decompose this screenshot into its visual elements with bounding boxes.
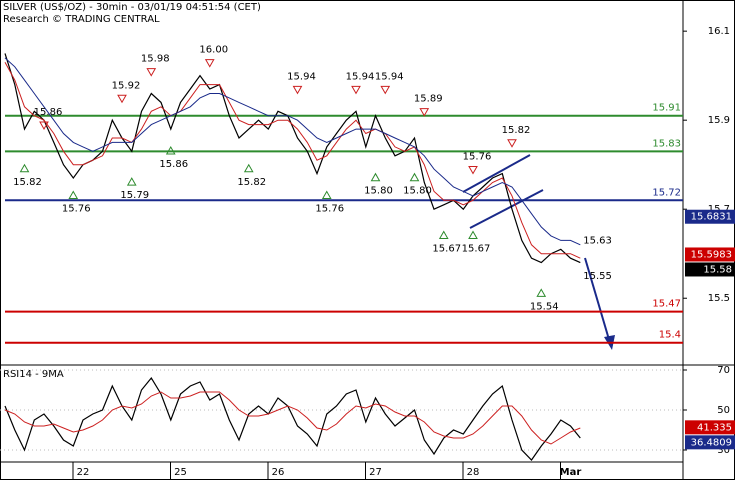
series-line	[4, 53, 581, 264]
low-label: 15.82	[237, 177, 266, 188]
low-label: 15.80	[403, 186, 432, 197]
channel-line	[469, 189, 544, 229]
low-marker	[468, 230, 478, 240]
price-box	[685, 420, 735, 435]
high-label: 15.94	[375, 71, 404, 82]
chart-title: SILVER (US$/OZ) - 30min - 03/01/19 04:51…	[3, 2, 261, 13]
high-label: 15.98	[141, 54, 170, 65]
price-label: 41.335	[697, 422, 732, 433]
low-marker	[438, 230, 449, 240]
x-tick-label: 27	[369, 467, 382, 478]
x-tick-label: 22	[77, 467, 90, 478]
price-box	[685, 247, 735, 262]
series-line	[4, 62, 581, 259]
y-tick-label: 70	[717, 365, 730, 376]
low-marker	[19, 163, 30, 173]
high-marker	[351, 85, 361, 95]
y-tick-label: 15.9	[708, 115, 730, 126]
low-label: 15.67	[462, 244, 491, 255]
rsi-title: RSI14 - 9MA	[3, 369, 64, 380]
high-label: 15.76	[463, 152, 492, 163]
x-tick-label: 26	[272, 467, 285, 478]
high-marker	[419, 108, 430, 117]
price-label: 15.5983	[691, 249, 732, 260]
level-label: 15.83	[652, 138, 681, 149]
channel-line	[462, 154, 531, 193]
low-marker	[321, 190, 332, 199]
low-label: 15.79	[120, 190, 149, 201]
level-label: 15.72	[652, 187, 681, 198]
low-marker	[370, 172, 381, 182]
price-label: 15.58	[703, 264, 732, 275]
low-marker	[536, 288, 547, 297]
low-label: 15.86	[159, 159, 188, 170]
x-tick-label: 28	[467, 467, 480, 478]
y-tick-label: 15.5	[708, 293, 730, 304]
high-marker	[292, 85, 303, 95]
high-label: 16.00	[199, 45, 228, 56]
low-label: 15.80	[364, 186, 393, 197]
level-label: 15.47	[652, 299, 681, 310]
low-label: 15.82	[13, 177, 42, 188]
high-marker	[507, 139, 517, 148]
level-label: 15.91	[652, 103, 681, 114]
low-label: 15.76	[62, 204, 91, 215]
chart-subtitle: Research © TRADING CENTRAL	[3, 14, 160, 25]
price-box	[685, 435, 735, 450]
high-label: 15.92	[112, 80, 141, 91]
low-marker	[165, 145, 176, 155]
price-label: 15.6831	[691, 212, 732, 223]
low-label: 15.76	[315, 204, 344, 215]
x-tick-label: 25	[174, 467, 187, 478]
low-marker	[243, 163, 254, 173]
x-tick-label: Mar	[560, 467, 582, 478]
high-label: 15.86	[34, 107, 63, 118]
series-line	[4, 57, 581, 246]
price-label: 36.4809	[691, 437, 732, 448]
high-marker	[117, 94, 127, 104]
high-marker	[39, 121, 49, 130]
low-label: 15.54	[530, 301, 559, 312]
price-box	[685, 209, 735, 224]
high-marker	[204, 59, 215, 68]
low-marker	[68, 190, 79, 199]
high-label: 15.89	[414, 94, 443, 105]
y-tick-label: 16.1	[708, 26, 730, 37]
low-marker	[126, 177, 137, 186]
low-label: 15.67	[432, 244, 461, 255]
y-tick-label: 50	[717, 405, 730, 416]
series-line	[4, 391, 581, 445]
high-marker	[146, 68, 157, 77]
high-marker	[380, 85, 391, 95]
high-marker	[468, 166, 478, 175]
y-tick-label: 30	[717, 445, 730, 456]
high-label: 15.82	[502, 125, 531, 136]
series-line	[4, 376, 581, 461]
high-label: 15.94	[287, 71, 316, 82]
projection-arrow	[584, 257, 611, 344]
level-label: 15.4	[659, 330, 681, 341]
high-label: 15.94	[346, 71, 375, 82]
price-box	[685, 262, 735, 277]
target-label: 15.55	[583, 271, 612, 282]
y-tick-label: 15.7	[708, 204, 730, 215]
low-marker	[409, 172, 420, 182]
target-label: 15.63	[583, 235, 612, 246]
